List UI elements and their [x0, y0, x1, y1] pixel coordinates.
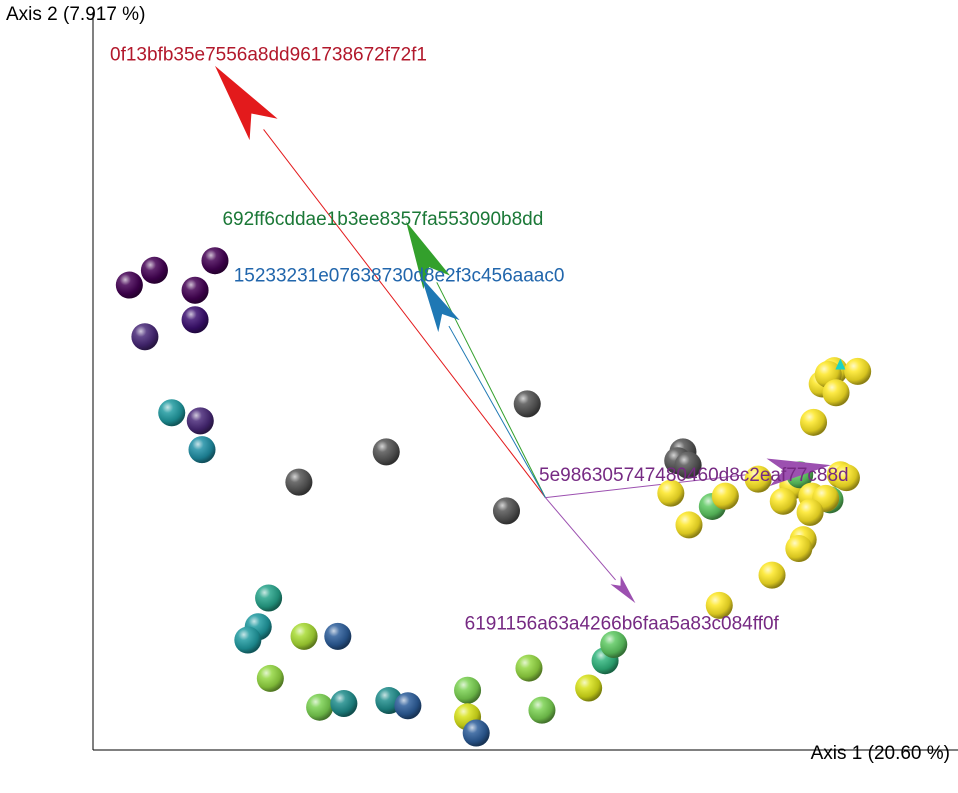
- arrow-head-2: [406, 221, 451, 290]
- sample-point: [188, 436, 216, 464]
- sample-point: [675, 511, 703, 539]
- sample-point: [256, 664, 284, 692]
- sample-point: [330, 690, 358, 718]
- y-axis-title: Axis 2 (7.917 %): [6, 4, 145, 25]
- sample-point: [454, 676, 482, 704]
- arrow-head-4: [766, 458, 831, 487]
- sample-point: [575, 674, 603, 702]
- sample-point: [255, 584, 283, 612]
- sample-point: [769, 487, 797, 515]
- sample-point: [744, 465, 772, 493]
- sample-point: [394, 692, 422, 720]
- arrow-shaft-5: [545, 497, 616, 581]
- sample-point: [201, 247, 229, 275]
- sample-point: [115, 271, 143, 299]
- arrow-label-3: 15233231e07638730d8e2f3c456aaac0: [234, 266, 565, 287]
- arrow-shaft-3: [448, 325, 546, 498]
- arrow-head-3: [421, 277, 460, 333]
- arrow-shaft-4: [545, 471, 769, 499]
- sample-point: [844, 357, 872, 385]
- sample-point: [234, 626, 262, 654]
- sample-point: [492, 497, 520, 525]
- sample-point: [822, 379, 850, 407]
- sample-point: [181, 306, 209, 334]
- sample-point: [513, 390, 541, 418]
- loading-arrow-labels: 0f13bfb35e7556a8dd961738672f72f1 692ff6cd…: [110, 44, 849, 634]
- arrow-label-5: 6191156a63a4266b6faa5a83c084ff0f: [465, 613, 780, 634]
- axes: [92, 12, 958, 751]
- sample-point: [285, 468, 313, 496]
- sample-point: [306, 693, 334, 721]
- arrow-label-2: 692ff6cddae1b3ee8357fa553090b8dd: [222, 209, 543, 230]
- sample-point: [711, 482, 739, 510]
- sample-point: [600, 630, 628, 658]
- sample-points: [115, 247, 872, 747]
- sample-point: [131, 323, 159, 351]
- sample-point: [462, 719, 490, 747]
- sample-point: [796, 498, 824, 526]
- arrow-head-1: [215, 65, 278, 141]
- sample-point: [181, 276, 209, 304]
- arrow-shaft-1: [263, 129, 546, 498]
- x-axis-title: Axis 1 (20.60 %): [811, 743, 950, 764]
- sample-point: [324, 622, 352, 650]
- sample-point: [800, 408, 828, 436]
- loading-arrow-heads: [215, 65, 846, 604]
- cyan-marker: [835, 358, 846, 370]
- sample-point: [515, 654, 543, 682]
- sample-point: [186, 407, 214, 435]
- arrow-head-5: [610, 575, 636, 604]
- sample-point: [528, 696, 556, 724]
- sample-point: [140, 256, 168, 284]
- sample-point: [657, 479, 685, 507]
- sample-point: [832, 464, 860, 492]
- sample-point: [674, 451, 702, 479]
- arrow-label-4: 5e986305747480460d8c2eaf77c88d: [539, 465, 849, 486]
- sample-point: [372, 438, 400, 466]
- sample-point: [290, 622, 318, 650]
- arrow-label-1: 0f13bfb35e7556a8dd961738672f72f1: [110, 44, 427, 65]
- sample-point: [758, 561, 786, 589]
- sample-point: [705, 591, 733, 619]
- sample-point: [158, 399, 186, 427]
- sample-point: [785, 535, 813, 563]
